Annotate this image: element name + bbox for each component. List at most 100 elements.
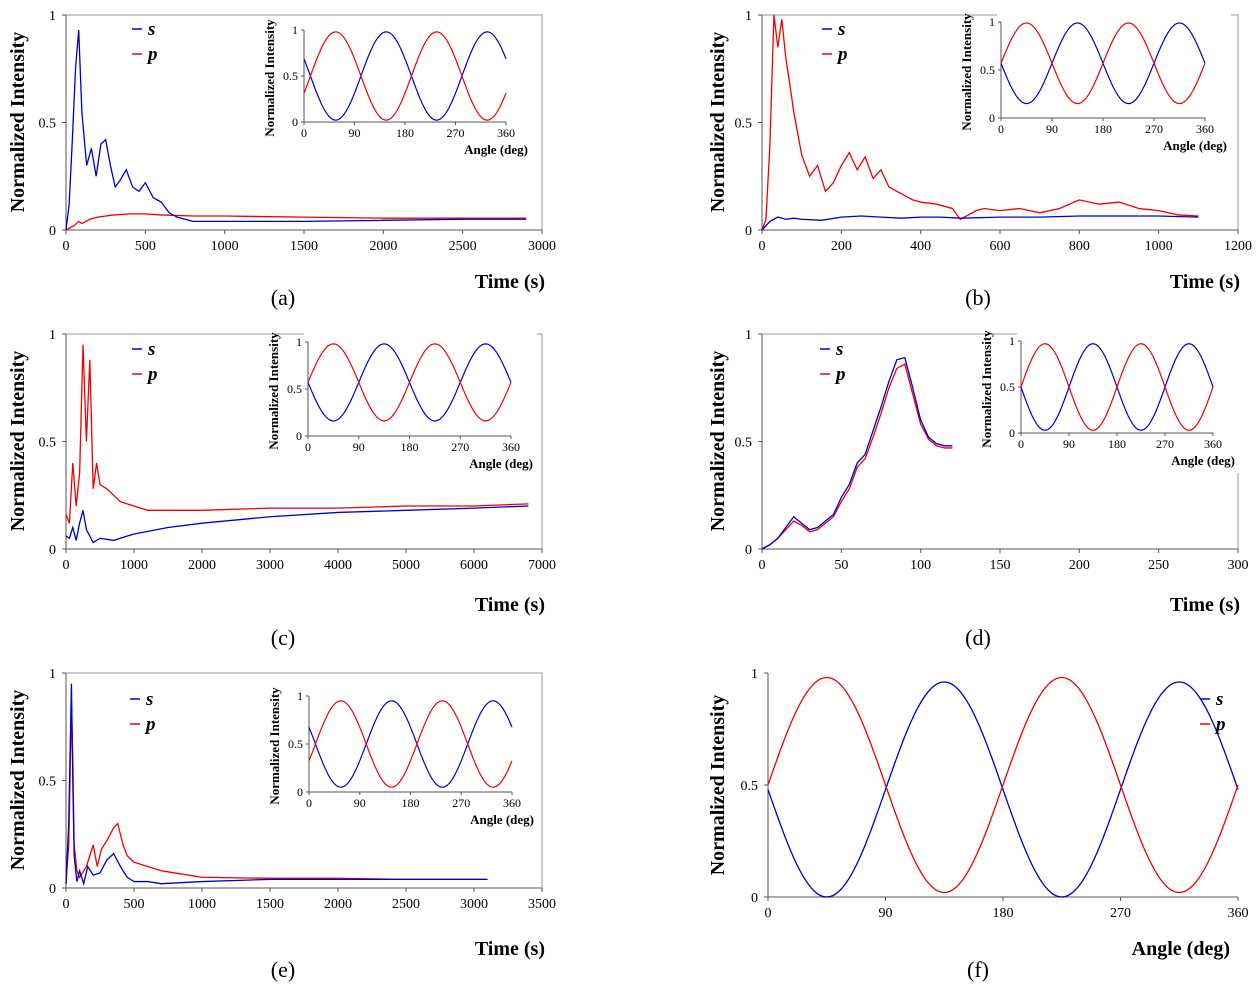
series-s-line <box>65 505 529 544</box>
x-axis-label: Time (s) <box>1170 271 1240 293</box>
x-tick-label: 1000 <box>188 897 216 912</box>
inset-x-axis-label: Angle (deg) <box>464 142 528 157</box>
legend-s-label: s <box>1215 689 1223 710</box>
x-axis-label: Time (s) <box>475 271 545 293</box>
x-tick-label: 3000 <box>256 558 284 573</box>
inset-y-axis-label: Normalized Intensity <box>979 330 994 448</box>
x-tick-label: 0 <box>63 558 70 573</box>
series-s-line <box>65 683 488 887</box>
series-s-line <box>761 215 1199 231</box>
inset-chart: 0 90 180 270 360 0 0.5 1 Normalized Intensity Ang… <box>979 330 1239 473</box>
panel-label: (e) <box>271 957 295 982</box>
y-tick-label: 0.5 <box>39 436 57 451</box>
inset-y-tick-label: 1 <box>1009 334 1015 348</box>
y-axis-label: Normalized Intensity <box>7 351 29 532</box>
x-tick-label: 6000 <box>460 558 488 573</box>
inset-x-tick-label: 90 <box>354 796 366 810</box>
inset-chart: 0 90 180 270 360 0 0.5 1 Normalized Intensity Ang… <box>959 12 1231 158</box>
inset-x-axis-label: Angle (deg) <box>1163 138 1227 153</box>
inset-series-s-line <box>303 31 507 121</box>
inset-x-tick-label: 360 <box>503 796 521 810</box>
inset-y-tick-label: 0 <box>292 115 298 129</box>
x-tick-label: 5000 <box>392 558 420 573</box>
inset-x-tick-label: 0 <box>998 122 1004 136</box>
inset-x-tick-label: 360 <box>1204 437 1222 451</box>
x-tick-label: 800 <box>1069 239 1090 254</box>
y-tick-label: 0.5 <box>39 117 57 132</box>
chart-panel: 0 200 400 600 800 1000 1200 0 0.5 1 Normalized Int… <box>707 9 1252 310</box>
x-tick-label: 4000 <box>324 558 352 573</box>
inset-y-tick-label: 0 <box>296 429 302 443</box>
chart-panel: 0 500 1000 1500 2000 2500 3000 3500 0 0.5 1 Normali… <box>7 667 556 982</box>
x-tick-label: 7000 <box>528 558 556 573</box>
inset-x-tick-label: 180 <box>402 796 420 810</box>
inset-x-tick-label: 360 <box>497 126 515 140</box>
inset-y-tick-label: 0.5 <box>288 737 303 751</box>
inset-x-tick-label: 270 <box>1145 122 1163 136</box>
y-tick-label: 0 <box>49 882 56 897</box>
inset-x-tick-label: 270 <box>1156 437 1174 451</box>
x-tick-label: 250 <box>1148 558 1169 573</box>
x-tick-label: 100 <box>910 558 931 573</box>
y-tick-label: 0 <box>745 224 752 239</box>
inset-x-tick-label: 0 <box>301 126 307 140</box>
y-axis-label: Normalized Intensity <box>7 32 29 213</box>
series-s-line <box>761 356 953 550</box>
inset-series-p-line <box>307 343 512 422</box>
x-tick-label: 0 <box>759 558 766 573</box>
x-tick-label: 1500 <box>290 239 318 254</box>
inset-y-axis-label: Normalized Intensity <box>266 332 281 450</box>
inset-y-tick-label: 1 <box>989 15 995 29</box>
x-tick-label: 0 <box>63 239 70 254</box>
inset-x-tick-label: 270 <box>447 126 465 140</box>
series-p-line <box>761 363 953 550</box>
inset-background <box>1017 331 1239 473</box>
y-tick-label: 1 <box>751 667 758 682</box>
inset-y-tick-label: 0.5 <box>980 63 995 77</box>
inset-background <box>997 12 1231 158</box>
x-tick-label: 1200 <box>1224 239 1252 254</box>
y-axis-label: Normalized Intensity <box>7 690 29 871</box>
chart-panel: 0 1000 2000 3000 4000 5000 6000 7000 0 0.5 1 Normal… <box>7 328 556 650</box>
x-axis-label: Time (s) <box>475 938 545 960</box>
x-tick-label: 360 <box>1228 906 1249 921</box>
legend-s-label: s <box>147 19 155 40</box>
inset-x-tick-label: 90 <box>353 440 365 454</box>
y-tick-label: 1 <box>49 328 56 343</box>
y-tick-label: 0.5 <box>735 117 753 132</box>
panel-label: (f) <box>967 957 989 982</box>
inset-series-p-line <box>308 700 513 788</box>
inset-series-s-line <box>308 700 513 788</box>
inset-y-tick-label: 0.5 <box>283 69 298 83</box>
inset-x-tick-label: 90 <box>349 126 361 140</box>
inset-x-tick-label: 270 <box>451 440 469 454</box>
inset-x-axis-label: Angle (deg) <box>469 456 533 471</box>
inset-y-tick-label: 1 <box>296 335 302 349</box>
x-tick-label: 0 <box>63 897 70 912</box>
inset-y-tick-label: 0 <box>297 785 303 799</box>
y-tick-label: 0.5 <box>39 775 57 790</box>
inset-background <box>305 686 538 832</box>
y-tick-label: 0.5 <box>735 436 753 451</box>
y-axis-label: Normalized Intensity <box>707 695 729 876</box>
inset-series-p-line <box>1000 22 1206 105</box>
x-axis-label: Angle (deg) <box>1132 938 1230 960</box>
legend-p-label: p <box>836 44 848 65</box>
x-tick-label: 3000 <box>528 239 556 254</box>
inset-x-tick-label: 0 <box>306 796 312 810</box>
x-tick-label: 3000 <box>460 897 488 912</box>
x-axis-label: Time (s) <box>475 594 545 616</box>
inset-y-tick-label: 1 <box>292 23 298 37</box>
y-axis-label: Normalized Intensity <box>707 351 729 532</box>
series-p-line <box>65 213 527 231</box>
legend-p-label: p <box>834 364 846 385</box>
x-tick-label: 1000 <box>211 239 239 254</box>
inset-x-tick-label: 360 <box>1196 122 1214 136</box>
x-tick-label: 2000 <box>188 558 216 573</box>
inset-y-axis-label: Normalized Intensity <box>267 687 282 805</box>
y-axis-label: Normalized Intensity <box>707 32 729 213</box>
series-p-line <box>65 344 529 524</box>
chart-panel: 0 500 1000 1500 2000 2500 3000 0 0.5 1 Normalized … <box>7 9 556 310</box>
